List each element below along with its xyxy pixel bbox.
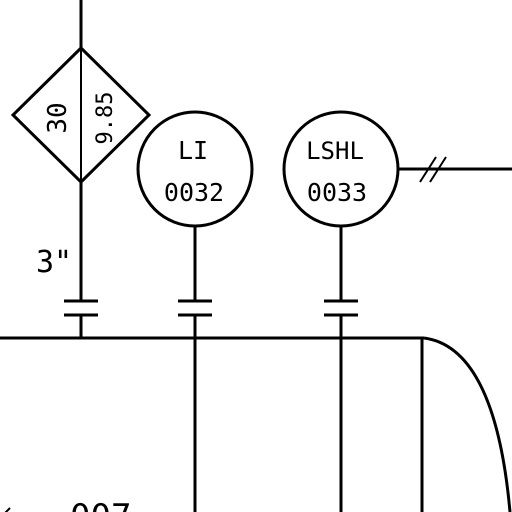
instrument-bubble-lshl: LSHL 0033 (282, 110, 400, 228)
diamond-symbol: 30 9.85 (10, 45, 152, 185)
diamond-bottom-value: 9.85 (93, 92, 118, 145)
flange-left (64, 299, 98, 317)
instrument-bubble-li: LI 0032 (136, 110, 254, 228)
pipe-size-label: 3" (36, 245, 72, 280)
instrument-lshl-letters: LSHL (306, 137, 364, 165)
electrical-signal-line (398, 156, 512, 183)
instrument-li-letters: LI (178, 136, 208, 165)
partial-label: 007 (4, 497, 131, 512)
flange-li (178, 299, 212, 317)
diamond-top-value: 30 (43, 102, 73, 133)
partial-label-text: 007 (70, 497, 131, 512)
instrument-li-number: 0032 (164, 178, 224, 207)
vessel-outline (0, 336, 512, 512)
flange-lshl (324, 299, 358, 317)
instrument-lshl-number: 0033 (307, 178, 367, 207)
